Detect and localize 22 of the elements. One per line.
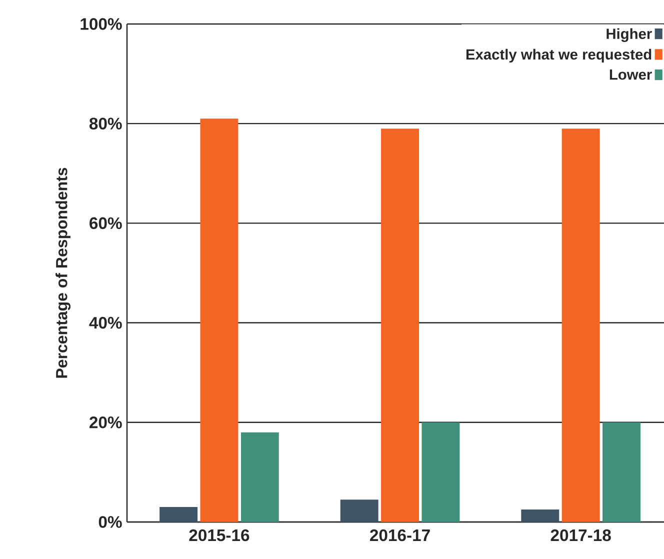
legend-label: Higher [606,28,652,42]
x-tick-label: 2017-18 [550,529,611,542]
legend-label: Exactly what we requested [466,48,652,63]
bar [160,507,198,522]
bar [340,500,378,522]
bar [200,118,238,522]
y-axis-title: Percentage of Respondents [56,168,71,378]
y-tick-label: 60% [90,217,122,230]
bar [562,128,600,522]
bar [240,432,279,522]
bar [521,510,560,522]
y-tick-label: 80% [89,118,122,130]
bar [381,128,420,522]
bar [422,422,460,522]
y-tick-label: 20% [90,416,122,428]
x-tick-label: 2016-17 [370,529,430,542]
x-tick-label: 2015-16 [189,529,250,542]
legend-label: Lower [610,70,652,80]
y-tick-label: 0% [98,516,122,528]
bar [602,422,640,522]
y-tick-label: 100% [80,18,122,30]
y-tick-label: 40% [89,316,122,329]
